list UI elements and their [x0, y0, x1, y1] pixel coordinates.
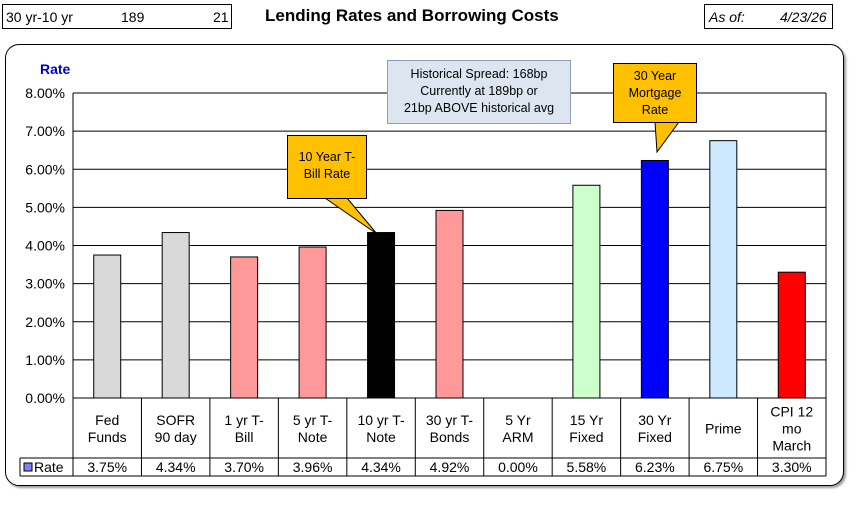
x-tick-label: Fed	[95, 412, 119, 428]
y-tick-label: 1.00%	[25, 352, 65, 368]
x-tick-label: 1 yr T-	[224, 412, 264, 428]
spread-diff-value: 21	[213, 9, 229, 25]
y-tick-label: 2.00%	[25, 314, 65, 330]
y-axis-label: Rate	[40, 61, 71, 77]
spread-box: 30 yr-10 yr 189 21	[2, 4, 232, 29]
data-label: 4.34%	[156, 459, 196, 475]
x-tick-label: March	[772, 438, 811, 454]
bar	[230, 256, 259, 399]
x-tick-label: 10 yr T-	[357, 412, 405, 428]
spread-callout-line: Currently at 189bp or	[420, 84, 538, 98]
tbill-callout-pointer	[323, 197, 378, 235]
x-tick-label: ARM	[502, 429, 533, 445]
data-label: 3.30%	[772, 459, 812, 475]
mortgage-callout-line: Rate	[641, 103, 669, 117]
bar	[367, 232, 396, 399]
y-tick-label: 8.00%	[25, 85, 65, 101]
x-tick-label: Bill	[235, 429, 254, 445]
x-tick-label: 30 Yr	[638, 412, 672, 428]
y-tick-label: 6.00%	[25, 161, 65, 177]
x-tick-label: Funds	[88, 429, 127, 445]
x-tick-label: SOFR	[156, 412, 195, 428]
y-tick-label: 0.00%	[25, 390, 65, 406]
x-tick-label: Note	[366, 429, 396, 445]
as-of-label: As of:	[709, 9, 745, 25]
mortgage-callout-line: Mortgage	[628, 86, 682, 100]
data-label: 6.75%	[703, 459, 743, 475]
x-tick-label: Fixed	[569, 429, 603, 445]
x-tick-label: 5 yr T-	[293, 412, 333, 428]
spread-callout-line: 21bp ABOVE historical avg	[403, 101, 555, 115]
x-tick-label: CPI 12	[770, 404, 813, 420]
tbill-callout-line: 10 Year T-	[298, 150, 356, 164]
x-tick-label: Fixed	[638, 429, 672, 445]
x-tick-label: Prime	[705, 421, 742, 437]
spread-bp-value: 189	[121, 9, 145, 25]
as-of-box: As of: 4/23/26	[704, 4, 833, 29]
data-label: 0.00%	[498, 459, 538, 475]
x-tick-label: 15 Yr	[570, 412, 604, 428]
y-tick-label: 4.00%	[25, 238, 65, 254]
data-label: 5.58%	[567, 459, 607, 475]
data-label: 3.96%	[293, 459, 333, 475]
y-tick-label: 7.00%	[25, 123, 65, 139]
spread-label: 30 yr-10 yr	[6, 9, 73, 25]
chart-title: Lending Rates and Borrowing Costs	[265, 6, 559, 25]
legend-marker	[23, 462, 33, 472]
mortgage-callout: 30 Year Mortgage Rate	[613, 63, 697, 123]
x-tick-label: Note	[298, 429, 328, 445]
x-tick-label: mo	[782, 421, 802, 437]
y-tick-label: 5.00%	[25, 199, 65, 215]
mortgage-callout-pointer	[654, 121, 680, 154]
mortgage-callout-line: 30 Year	[633, 69, 677, 83]
tbill-callout-line: Bill Rate	[303, 167, 351, 181]
bar	[93, 254, 122, 399]
tbill-callout: 10 Year T- Bill Rate	[287, 135, 367, 199]
bar	[777, 271, 806, 399]
x-tick-label: 90 day	[155, 429, 197, 445]
spread-callout: Historical Spread: 168bp Currently at 18…	[387, 60, 571, 124]
y-tick-label: 3.00%	[25, 276, 65, 292]
x-tick-label: 5 Yr	[505, 412, 531, 428]
bar	[298, 246, 327, 399]
spread-callout-line: Historical Spread: 168bp	[410, 67, 548, 81]
bar	[435, 209, 464, 399]
x-tick-label: 30 yr T-	[426, 412, 474, 428]
x-tick-label: Bonds	[430, 429, 470, 445]
as-of-date: 4/23/26	[780, 9, 827, 25]
bar	[640, 159, 669, 399]
data-label: 6.23%	[635, 459, 675, 475]
bar	[161, 232, 190, 399]
data-label: 3.75%	[87, 459, 127, 475]
bar	[572, 184, 601, 399]
bar	[709, 140, 738, 399]
legend-label: Rate	[34, 459, 64, 475]
data-label: 4.34%	[361, 459, 401, 475]
data-label: 3.70%	[224, 459, 264, 475]
data-label: 4.92%	[430, 459, 470, 475]
